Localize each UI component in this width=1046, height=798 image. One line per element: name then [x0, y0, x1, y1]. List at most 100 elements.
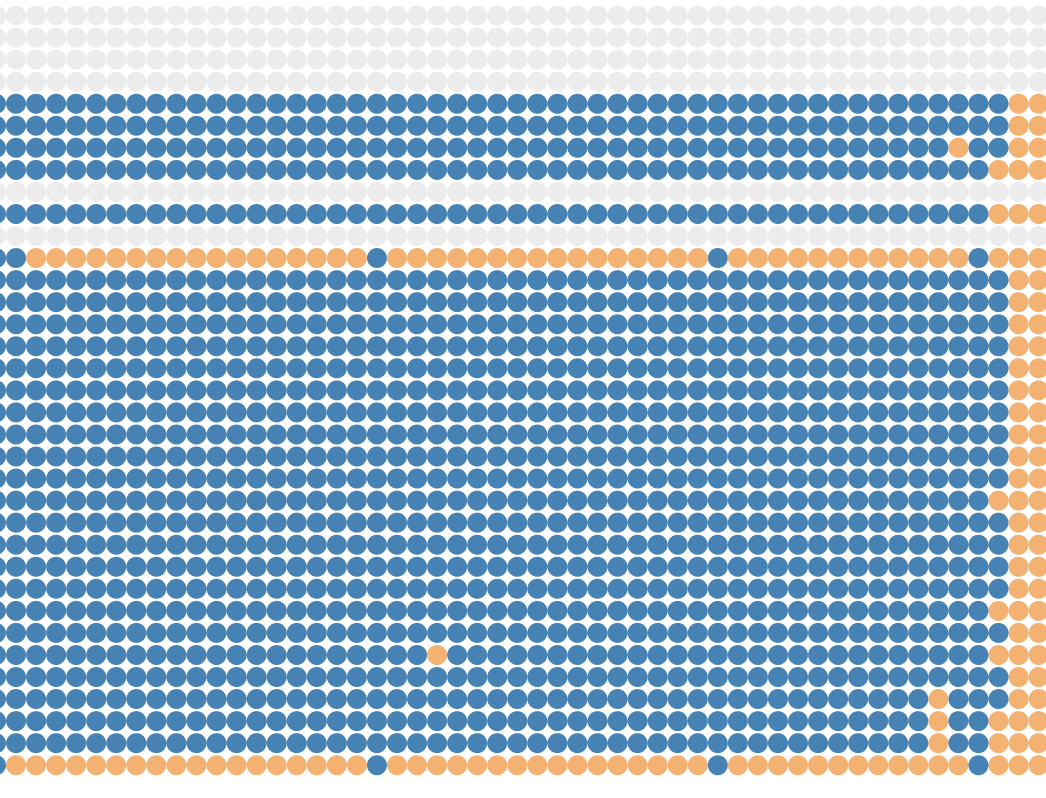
dot — [767, 755, 788, 776]
dot — [888, 755, 909, 776]
dot-row-5 — [0, 93, 1046, 114]
dot — [407, 203, 428, 224]
dot-row-35 — [0, 755, 1046, 776]
dot — [46, 755, 67, 776]
dot — [808, 446, 829, 467]
dot — [266, 115, 287, 136]
dot — [26, 622, 47, 643]
dot — [667, 578, 688, 599]
dot — [567, 446, 588, 467]
dot — [687, 270, 708, 291]
dot — [567, 468, 588, 489]
dot — [427, 534, 448, 555]
dot — [407, 667, 428, 687]
dot — [467, 203, 488, 224]
dot — [226, 115, 247, 136]
dot — [467, 711, 488, 732]
dot — [567, 137, 588, 158]
dot — [46, 137, 67, 158]
dot — [928, 402, 949, 423]
dot — [808, 248, 829, 269]
dot — [808, 5, 829, 26]
dot — [387, 336, 407, 357]
dot — [587, 733, 608, 754]
dot — [346, 600, 367, 621]
dot — [447, 27, 468, 48]
dot — [547, 644, 568, 665]
dot — [407, 600, 428, 621]
dot — [86, 380, 107, 401]
dot — [186, 49, 207, 70]
dot — [126, 380, 147, 401]
dot — [286, 336, 307, 357]
dot — [1028, 446, 1046, 467]
dot — [6, 711, 27, 732]
dot — [346, 137, 367, 158]
dot — [988, 137, 1009, 158]
dot — [427, 358, 448, 379]
dot — [487, 137, 508, 158]
dot — [487, 490, 508, 511]
dot — [828, 622, 849, 643]
dot — [848, 5, 869, 26]
dot — [687, 93, 708, 114]
dot — [306, 689, 327, 710]
dot — [346, 226, 367, 246]
dot — [447, 71, 468, 92]
dot — [146, 556, 167, 577]
dot — [968, 490, 989, 511]
dot — [727, 468, 748, 489]
dot — [306, 622, 327, 643]
dot — [788, 358, 808, 379]
dot — [46, 336, 67, 357]
dot — [647, 71, 668, 92]
dot — [547, 446, 568, 467]
dot — [6, 512, 27, 533]
dot — [848, 226, 869, 246]
dot — [126, 667, 147, 687]
dot — [928, 226, 949, 246]
dot — [366, 667, 387, 687]
dot — [928, 689, 949, 710]
dot — [186, 159, 207, 180]
dot — [788, 755, 808, 776]
dot — [988, 5, 1009, 26]
dot — [306, 468, 327, 489]
dot — [968, 93, 989, 114]
dot — [46, 71, 67, 92]
dot — [667, 644, 688, 665]
dot — [1028, 689, 1046, 710]
dot — [487, 578, 508, 599]
dot — [948, 644, 969, 665]
dot — [707, 203, 728, 224]
dot — [0, 138, 6, 157]
dot — [567, 115, 588, 136]
dot — [788, 402, 808, 423]
dot — [507, 226, 528, 246]
dot — [387, 5, 407, 26]
dot — [66, 270, 87, 291]
dot — [326, 226, 347, 246]
dot — [146, 667, 167, 687]
dot — [788, 667, 808, 687]
dot — [366, 424, 387, 445]
dot — [186, 203, 207, 224]
dot — [1008, 292, 1029, 313]
dot — [447, 424, 468, 445]
dot — [828, 711, 849, 732]
dot-row-18 — [0, 380, 1046, 401]
dot — [146, 402, 167, 423]
dot — [447, 380, 468, 401]
dot — [166, 733, 187, 754]
dot — [948, 159, 969, 180]
dot — [407, 490, 428, 511]
dot — [567, 270, 588, 291]
dot — [286, 446, 307, 467]
dot — [407, 336, 428, 357]
dot — [286, 755, 307, 776]
dot — [306, 380, 327, 401]
dot — [888, 468, 909, 489]
dot — [948, 622, 969, 643]
dot — [707, 49, 728, 70]
dot — [387, 622, 407, 643]
